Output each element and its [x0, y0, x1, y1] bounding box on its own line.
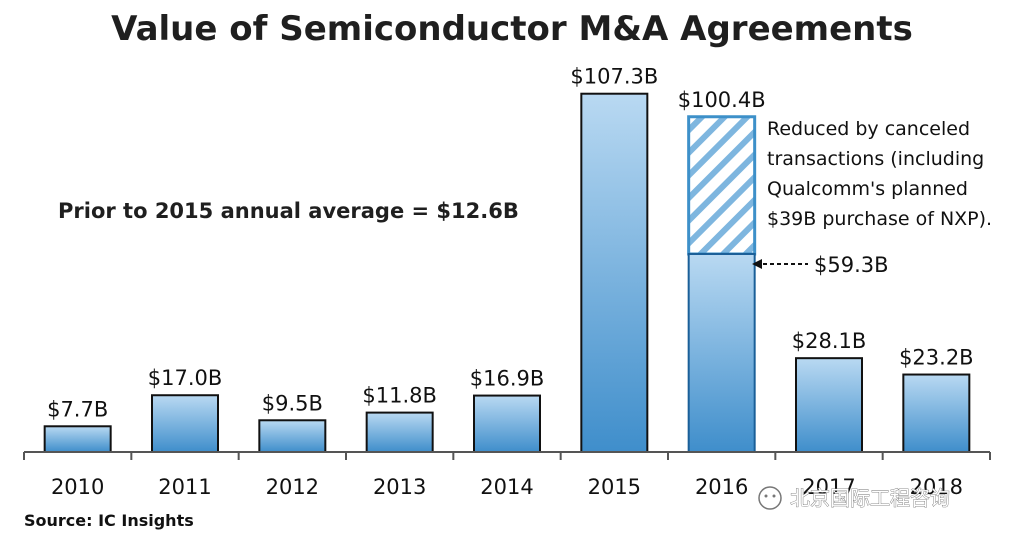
bar-2011: [151, 394, 219, 453]
value-label-2015: $107.3B: [570, 65, 658, 89]
watermark-text: 北京国际工程咨询: [790, 486, 950, 510]
watermark-logo: 北京国际工程咨询: [758, 486, 950, 510]
bar-2010: [43, 425, 112, 453]
bar-2017: [795, 357, 863, 454]
note-block-2016: Reduced by canceled transactions (includ…: [767, 118, 992, 230]
x-tick-label-2017: 2017: [802, 475, 855, 499]
completed-value-label: $59.3B: [814, 253, 889, 277]
bar-2018: [902, 373, 971, 453]
x-tick-label-2016: 2016: [695, 475, 748, 499]
bar-2015: [580, 92, 649, 453]
watermark-icon-dot-left: [764, 494, 768, 498]
value-label-2018: $23.2B: [899, 346, 974, 370]
labels-layer: $7.7B 2010 $17.0B 2011 $9.5B 2012 $11.8B 2013 $1…: [47, 65, 974, 499]
x-tick-label-2018: 2018: [910, 475, 963, 499]
x-tick-label-2011: 2011: [158, 475, 211, 499]
source-label: Source: IC Insights: [24, 511, 194, 530]
bar-2014: [473, 394, 541, 453]
average-annotation: Prior to 2015 annual average = $12.6B: [58, 199, 519, 223]
pointer-arrow-icon: [752, 259, 762, 269]
value-label-2016: $100.4B: [678, 88, 766, 112]
note-line-1: Reduced by canceled: [767, 118, 970, 140]
bar-2016-canceled-segment: [687, 115, 757, 256]
chart-title: Value of Semiconductor M&A Agreements: [111, 9, 913, 49]
value-label-2010: $7.7B: [47, 397, 108, 421]
value-label-2011: $17.0B: [148, 366, 223, 390]
value-label-2017: $28.1B: [792, 329, 867, 353]
watermark-icon-dot-right: [772, 494, 776, 498]
completed-value-pointer: $59.3B: [752, 253, 889, 277]
bar-2013: [365, 411, 434, 454]
note-line-3: Qualcomm's planned: [767, 178, 968, 200]
value-label-2014: $16.9B: [470, 367, 545, 391]
value-label-2013: $11.8B: [362, 384, 437, 408]
note-line-4: $39B purchase of NXP).: [767, 208, 992, 230]
x-tick-label-2013: 2013: [373, 475, 426, 499]
value-label-2012: $9.5B: [262, 391, 323, 415]
x-tick-label-2014: 2014: [480, 475, 533, 499]
note-line-2: transactions (including: [767, 148, 984, 170]
ticks-layer: [23, 452, 991, 460]
bar-2012: [258, 419, 327, 453]
bars-layer: [43, 92, 971, 454]
x-tick-label-2012: 2012: [266, 475, 319, 499]
x-tick-label-2015: 2015: [588, 475, 641, 499]
x-tick-label-2010: 2010: [51, 475, 104, 499]
bar-2016-completed-segment: [687, 252, 756, 453]
watermark-icon: [758, 486, 782, 510]
